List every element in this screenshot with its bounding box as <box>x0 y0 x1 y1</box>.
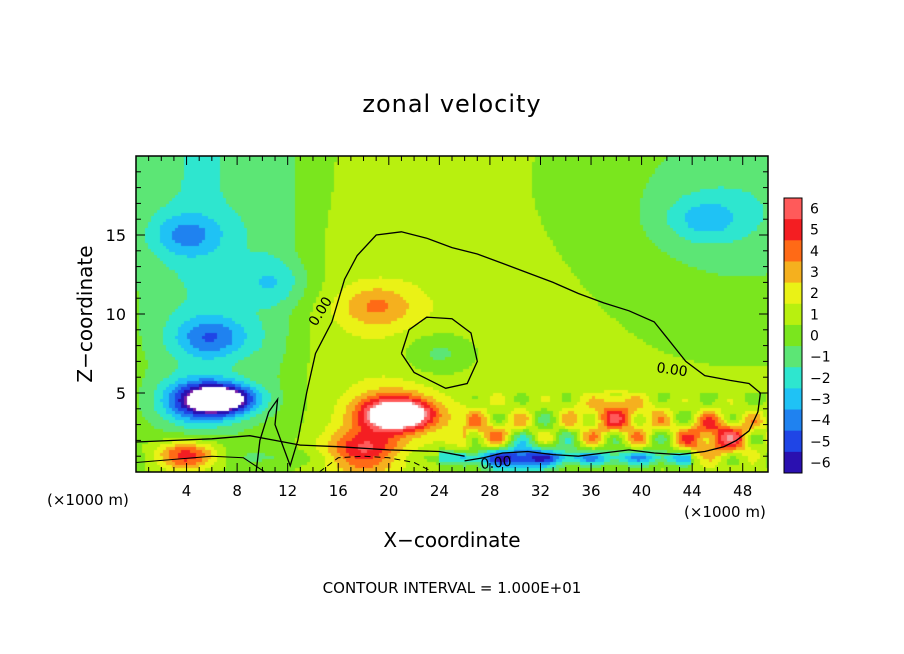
colorbar-label: −4 <box>810 413 831 429</box>
y-axis-label: Z−coordinate <box>73 245 97 382</box>
zero-contours <box>136 231 762 472</box>
colorbar-swatch <box>784 261 802 284</box>
colorbar-swatch <box>784 198 802 220</box>
x-tick-label: 12 <box>278 482 297 500</box>
colorbar-swatch <box>784 409 802 432</box>
x-tick-label: 8 <box>232 482 242 500</box>
chart-title: zonal velocity <box>362 90 541 118</box>
colorbar-label: 6 <box>810 202 819 218</box>
colorbar-swatch <box>784 303 802 326</box>
y-tick-label: 5 <box>116 384 126 403</box>
contour-label-right: 0.00 <box>655 360 688 380</box>
x-tick-label: 36 <box>581 482 600 500</box>
colorbar-swatch <box>784 388 802 411</box>
zero-contour-blob <box>400 316 478 389</box>
colorbar-label: −5 <box>810 434 831 450</box>
contour-lower-left <box>136 455 266 472</box>
colorbar-label: 0 <box>810 329 819 345</box>
x-tick-label: 4 <box>182 482 192 500</box>
x-tick-label: 16 <box>329 482 348 500</box>
zero-contour-ground <box>136 435 465 457</box>
colorbar-frame <box>783 197 803 474</box>
x-tick-label: 48 <box>733 482 752 500</box>
x-tick-label: 28 <box>480 482 499 500</box>
colorbar: 6 5 4 3 2 1 0 −1 −2 −3 −4 −5 −6 <box>783 197 831 474</box>
x-axis-label: X−coordinate <box>383 528 520 552</box>
colorbar-label: −1 <box>810 350 831 366</box>
contour-label-bottom: 0.00 <box>480 454 513 473</box>
colorbar-label: 3 <box>810 265 819 281</box>
x-tick-label: 24 <box>430 482 449 500</box>
x-tick-label: 20 <box>379 482 398 500</box>
colorbar-swatch <box>784 430 802 453</box>
colorbar-label: 1 <box>810 307 819 323</box>
colorbar-label: −3 <box>810 392 831 408</box>
colorbar-label: 4 <box>810 244 819 260</box>
velocity-field-foreign <box>136 156 768 472</box>
colorbar-swatch <box>784 324 802 347</box>
colorbar-swatch <box>784 282 802 305</box>
contour-interval-footer: CONTOUR INTERVAL = 1.000E+01 <box>323 579 582 597</box>
y-tick-label: 15 <box>106 226 126 245</box>
y-tick-label: 10 <box>106 305 126 324</box>
colorbar-label: −2 <box>810 371 831 387</box>
x-tick-label: 32 <box>531 482 550 500</box>
colorbar-swatch <box>784 346 802 368</box>
x-tick-label: 44 <box>683 482 702 500</box>
x-unit-left: (×1000 m) <box>47 491 129 509</box>
colorbar-label: 5 <box>810 223 819 239</box>
colorbar-swatch <box>784 219 802 241</box>
colorbar-swatch <box>784 367 802 389</box>
x-unit-right: (×1000 m) <box>684 503 766 521</box>
contour-lower-mid <box>318 455 434 472</box>
velocity-field-heatmap <box>136 156 768 472</box>
colorbar-swatch <box>784 451 802 474</box>
x-tick-label: 40 <box>632 482 651 500</box>
colorbar-label: −6 <box>810 455 831 471</box>
colorbar-swatch <box>784 240 802 262</box>
zero-contour-main <box>255 231 762 472</box>
colorbar-label: 2 <box>810 286 819 302</box>
plot-area <box>135 155 769 473</box>
